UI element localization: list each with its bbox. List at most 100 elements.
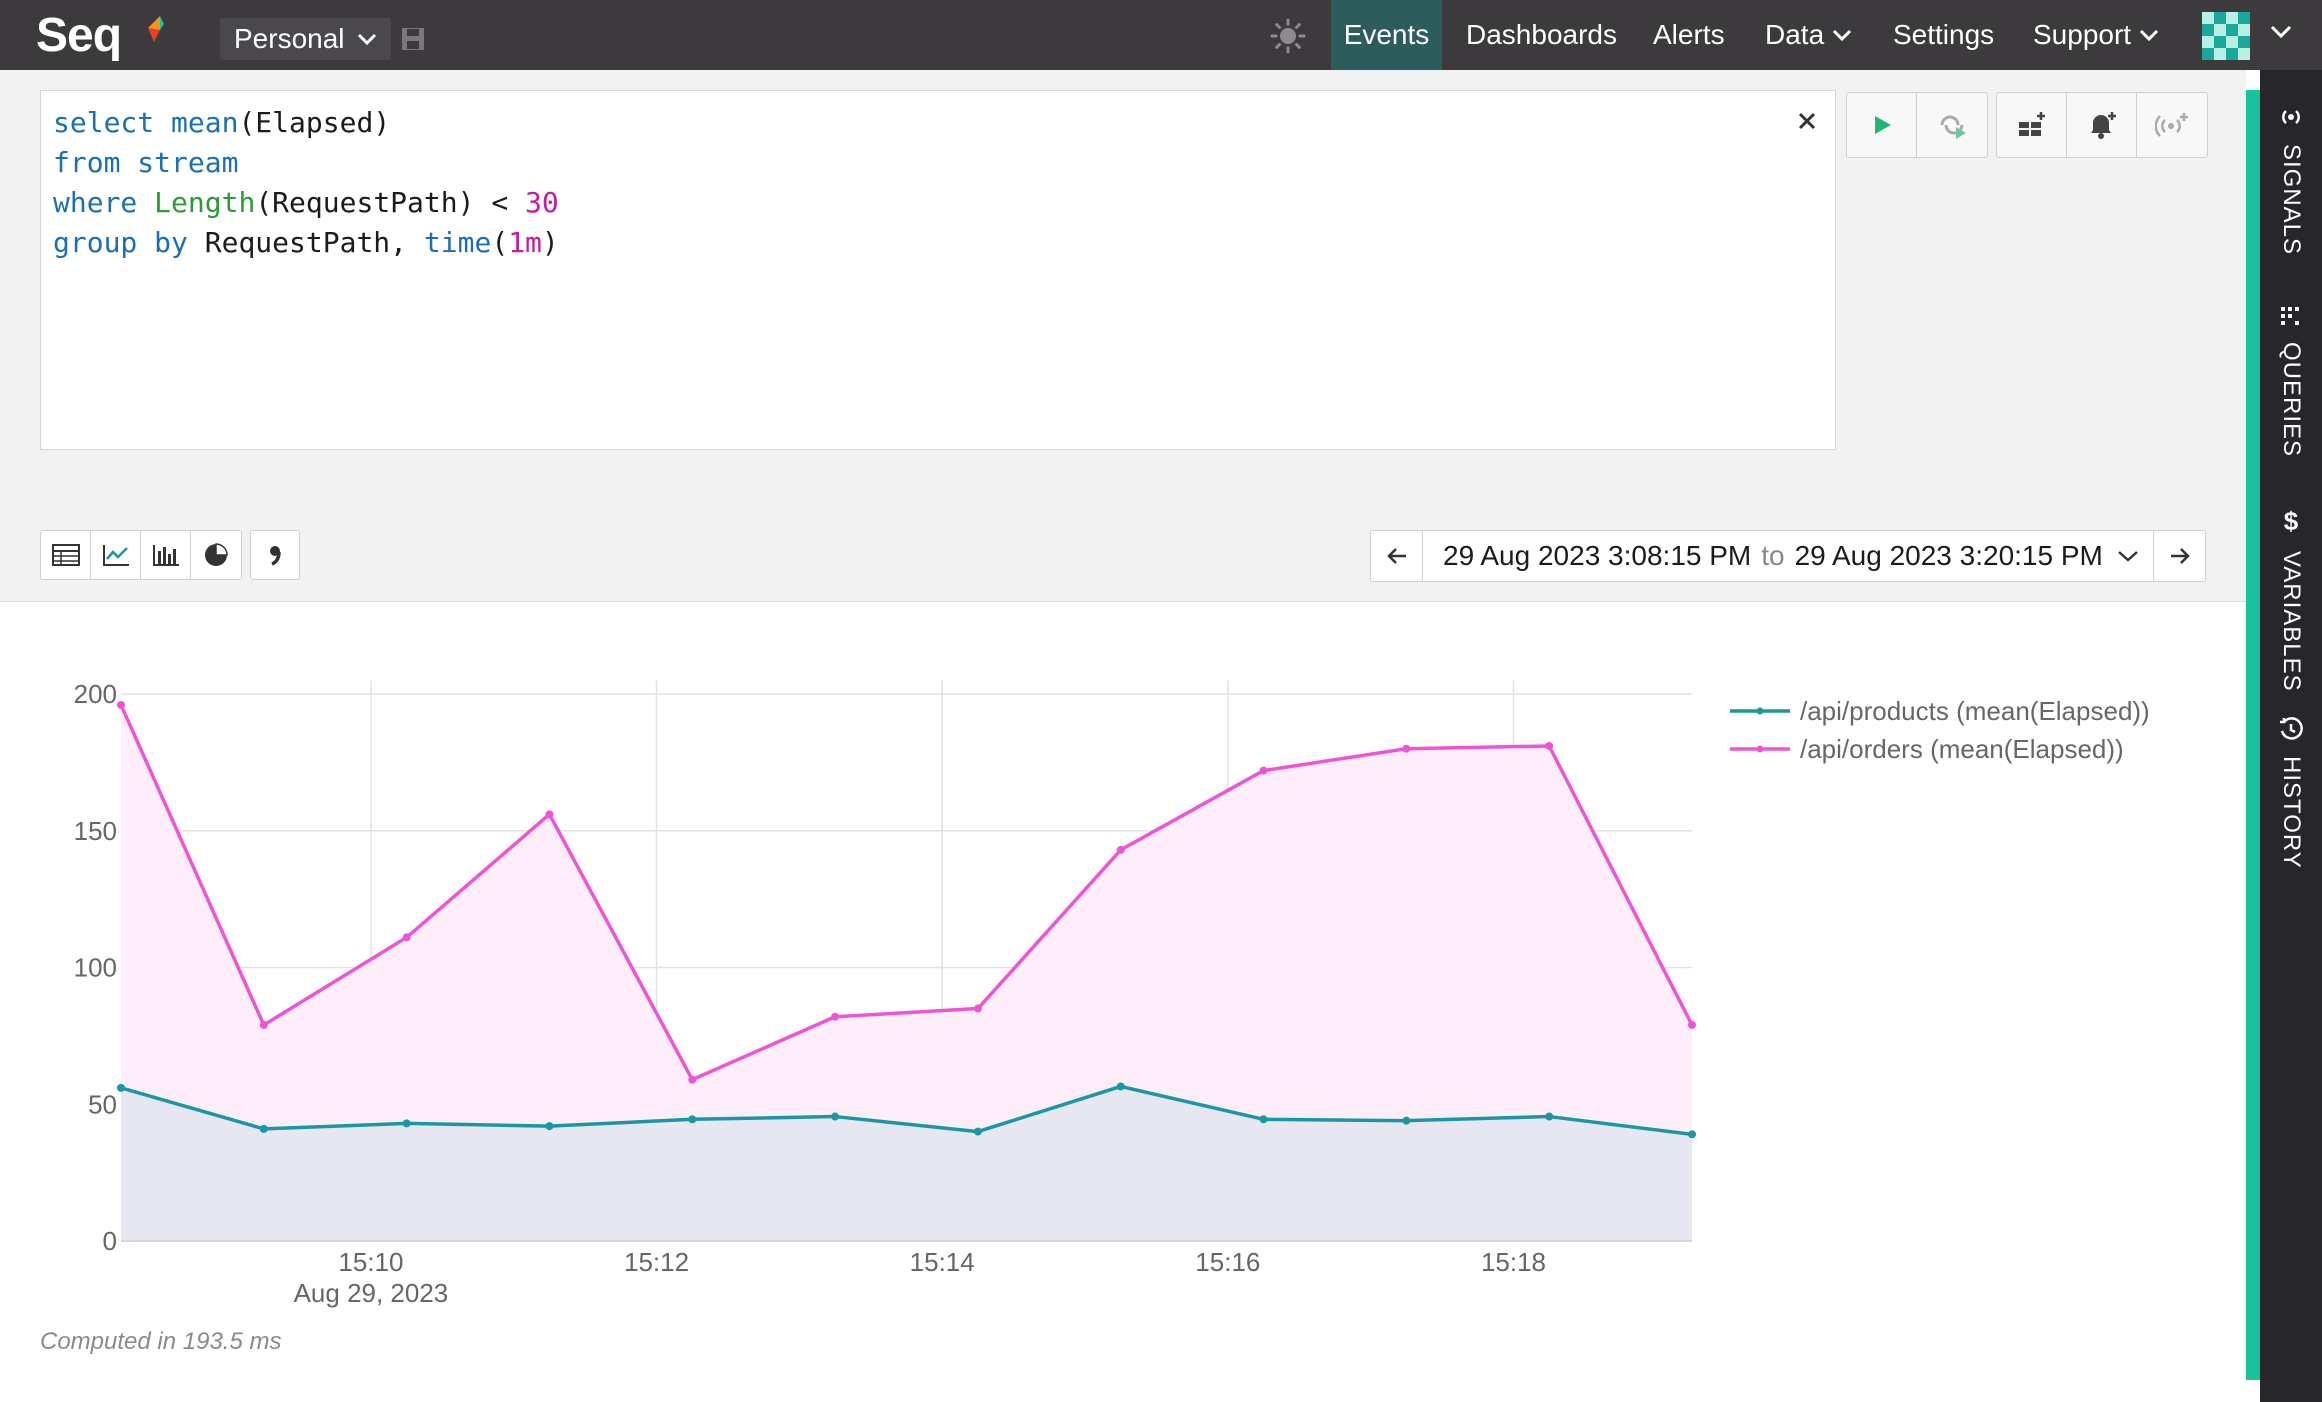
play-icon (1874, 116, 1891, 134)
add-signal-button[interactable] (2137, 93, 2207, 157)
x-tick-label: 15:18 (1481, 1247, 1546, 1277)
legend-label: /api/products (mean(Elapsed)) (1800, 695, 2150, 726)
x-tick-label: 15:16 (1195, 1247, 1260, 1277)
data-point (1259, 1115, 1268, 1124)
seq-logo-icon (148, 16, 164, 42)
pie-chart-button[interactable] (191, 531, 241, 579)
bell-add-icon (2090, 112, 2116, 139)
data-point (402, 933, 411, 942)
dollar-icon: $ (2283, 506, 2299, 536)
rail-signals[interactable]: SIGNALS (2260, 104, 2322, 255)
table-icon (51, 544, 80, 566)
rail-history[interactable]: HISTORY (2260, 716, 2322, 869)
data-point (1402, 744, 1411, 753)
clear-query-icon[interactable] (1794, 108, 1820, 134)
queries-icon (2281, 307, 2299, 325)
data-point (259, 1020, 268, 1029)
data-point (1402, 1116, 1411, 1125)
visualization-toolbar (40, 530, 242, 580)
chevron-down-icon (2140, 29, 2159, 42)
series-line (119, 704, 1694, 1082)
pie-chart-icon (205, 543, 228, 566)
run-query-button[interactable] (1847, 93, 1917, 157)
data-point (1259, 766, 1268, 775)
range-to-label: to (1761, 540, 1785, 571)
date-range-selector[interactable]: 29 Aug 2023 3:08:15 PM to 29 Aug 2023 3:… (1423, 531, 2153, 581)
nav-alerts[interactable]: Alerts (1653, 19, 1725, 50)
add-alert-button[interactable] (2067, 93, 2137, 157)
comma-icon (270, 546, 281, 566)
legend-item-orders[interactable]: /api/orders (mean(Elapsed)) (1730, 730, 2150, 768)
chart-legend: /api/products (mean(Elapsed)) /api/order… (1730, 692, 2150, 768)
workspace-label: Personal (234, 23, 345, 54)
theme-toggle-icon[interactable] (1270, 18, 1306, 54)
data-point (1545, 1112, 1554, 1121)
history-icon (2280, 717, 2303, 740)
range-from: 29 Aug 2023 3:08:15 PM (1443, 540, 1752, 571)
data-point (117, 700, 125, 709)
y-tick-label: 50 (88, 1089, 117, 1119)
top-bar: Seq Personal Events Dashboards Alerts Da… (0, 0, 2322, 70)
seq-logo[interactable]: Seq (36, 8, 122, 62)
legend-swatch-products (1730, 707, 1790, 715)
data-point (688, 1115, 697, 1124)
query-line: from stream (53, 146, 239, 179)
bar-chart-button[interactable] (141, 531, 191, 579)
series-line (120, 1084, 1693, 1137)
series-area (121, 704, 1692, 1241)
data-point (259, 1124, 268, 1133)
range-forward-button[interactable] (2153, 531, 2205, 581)
arrow-right-icon (2170, 548, 2190, 564)
signal-rail-accent (2246, 90, 2260, 1380)
chevron-down-icon[interactable] (2270, 24, 2292, 40)
y-tick-label: 100 (74, 953, 117, 983)
data-point (831, 1112, 840, 1121)
data-point (545, 1122, 554, 1131)
workspace-select[interactable]: Personal (220, 18, 391, 60)
query-editor[interactable]: select mean(Elapsed) from stream where L… (40, 90, 1836, 450)
x-tick-sublabel: Aug 29, 2023 (294, 1278, 449, 1308)
signal-add-icon (2155, 113, 2188, 137)
arrow-left-icon (1386, 548, 1406, 564)
nav-events[interactable]: Events (1331, 0, 1442, 70)
table-view-button[interactable] (41, 531, 91, 579)
computed-time: Computed in 193.5 ms (40, 1328, 282, 1355)
range-back-button[interactable] (1371, 531, 1423, 581)
bar-chart-icon (152, 545, 179, 566)
refresh-query-button[interactable] (1917, 93, 1987, 157)
raw-output-button[interactable] (250, 530, 300, 580)
legend-label: /api/orders (mean(Elapsed)) (1800, 733, 2124, 764)
x-tick-label: 15:10 (338, 1247, 403, 1277)
data-point (688, 1075, 697, 1084)
rail-queries[interactable]: QUERIES (2260, 304, 2322, 457)
action-button-group (1996, 92, 2208, 158)
line-chart-icon (102, 545, 129, 566)
data-point (1545, 741, 1554, 750)
nav-dashboards[interactable]: Dashboards (1466, 19, 1617, 50)
data-point (1688, 1130, 1696, 1139)
x-tick-label: 15:14 (910, 1247, 975, 1277)
save-icon[interactable] (400, 26, 426, 52)
date-range-picker: 29 Aug 2023 3:08:15 PM to 29 Aug 2023 3:… (1370, 530, 2206, 582)
run-button-group (1846, 92, 1988, 158)
nav-data[interactable]: Data (1765, 0, 1852, 70)
add-to-dashboard-button[interactable] (1997, 93, 2067, 157)
nav-support[interactable]: Support (2033, 0, 2159, 70)
line-chart-button[interactable] (91, 531, 141, 579)
dashboard-add-icon (2018, 112, 2045, 136)
refresh-icon (1940, 115, 1966, 139)
legend-item-products[interactable]: /api/products (mean(Elapsed)) (1730, 692, 2150, 730)
nav-settings[interactable]: Settings (1893, 19, 1995, 50)
query-line: where Length(RequestPath) < 30 (53, 186, 559, 219)
chevron-down-icon (357, 33, 376, 46)
y-tick-label: 0 (103, 1226, 117, 1256)
signal-rail: SIGNALS QUERIES $ VARIABLES HISTORY (2260, 70, 2322, 1402)
data-point (402, 1119, 411, 1128)
user-avatar[interactable] (2202, 12, 2250, 60)
rail-variables[interactable]: $ VARIABLES (2278, 506, 2305, 692)
chevron-down-icon (2118, 551, 2138, 562)
data-point (545, 810, 554, 819)
data-point (973, 1127, 982, 1136)
y-tick-label: 150 (74, 816, 117, 846)
